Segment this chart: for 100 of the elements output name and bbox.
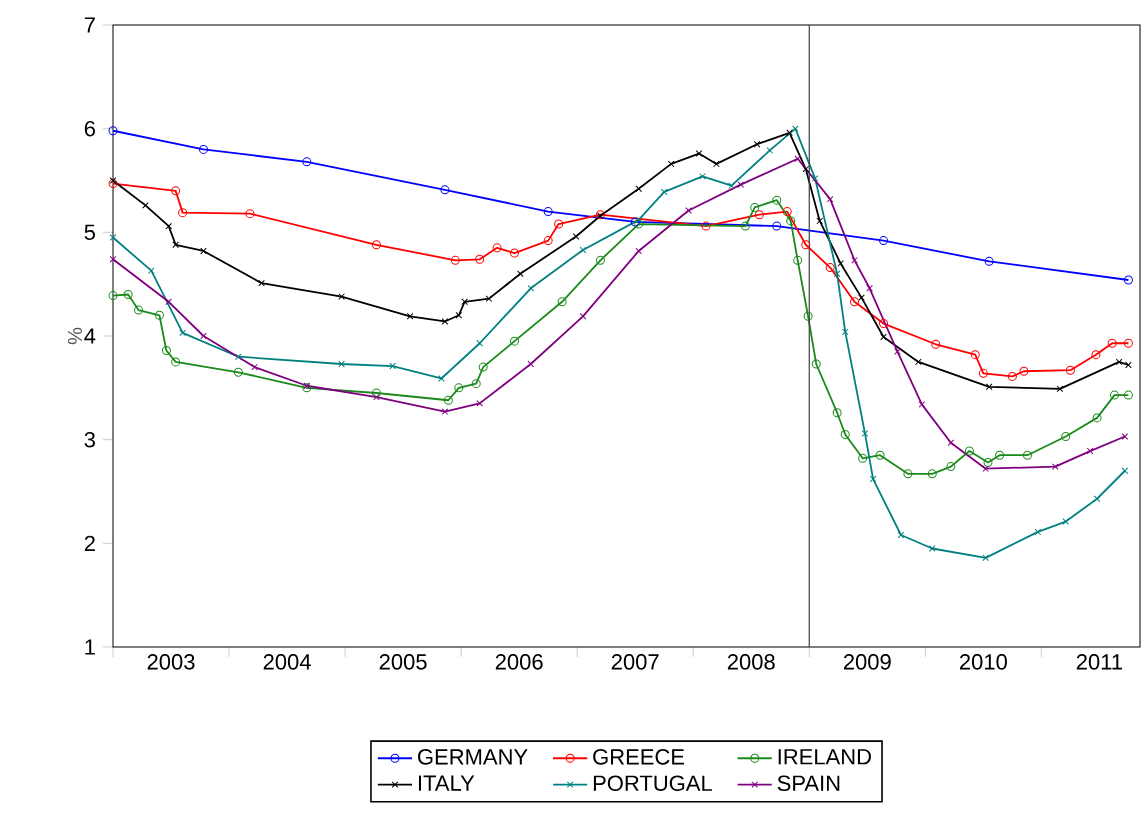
- point: [476, 339, 484, 347]
- point: [869, 475, 877, 483]
- point: [794, 155, 801, 163]
- point: [635, 247, 643, 255]
- point: [440, 185, 450, 195]
- point: [947, 439, 955, 447]
- x-tick-label: 2011: [1076, 654, 1122, 670]
- point: [1121, 467, 1129, 475]
- point: [154, 310, 164, 320]
- point: [200, 247, 207, 255]
- legend-label: GREECE: [593, 749, 685, 765]
- point: [850, 297, 860, 307]
- point: [441, 318, 449, 325]
- point: [1056, 385, 1064, 393]
- point: [123, 290, 133, 300]
- point: [793, 255, 803, 265]
- point: [235, 353, 242, 361]
- point: [931, 339, 941, 349]
- point: [1107, 338, 1117, 348]
- point: [635, 216, 643, 224]
- point: [543, 207, 553, 217]
- point: [903, 469, 913, 479]
- point: [802, 165, 810, 173]
- point: [441, 408, 449, 415]
- point: [630, 217, 640, 227]
- x-tick-label: 2003: [147, 654, 195, 670]
- point: [766, 147, 774, 154]
- point: [454, 383, 464, 393]
- point: [109, 234, 117, 241]
- point: [737, 181, 745, 188]
- point: [837, 260, 844, 267]
- point: [165, 222, 173, 230]
- x-tick-label: 2010: [959, 654, 1007, 670]
- point: [1125, 361, 1132, 369]
- point: [695, 150, 703, 157]
- point: [772, 221, 782, 231]
- point: [1091, 350, 1101, 360]
- point: [373, 393, 380, 401]
- y-tick-label: 3: [84, 431, 95, 448]
- y-tick-label: 4: [84, 328, 96, 344]
- point: [557, 297, 567, 307]
- point: [840, 429, 850, 439]
- point: [701, 221, 711, 231]
- point: [826, 195, 834, 203]
- point: [858, 294, 865, 301]
- point: [927, 469, 937, 479]
- point: [740, 221, 750, 231]
- point: [200, 332, 207, 340]
- point: [455, 311, 463, 319]
- point: [516, 270, 524, 278]
- point: [476, 400, 484, 407]
- point: [995, 450, 1005, 460]
- x-tick-label: 2009: [843, 654, 891, 670]
- point: [1093, 495, 1101, 503]
- y-tick-label: 5: [84, 224, 96, 240]
- point: [982, 465, 989, 473]
- point: [861, 430, 869, 437]
- point: [982, 554, 989, 562]
- point: [371, 388, 381, 398]
- legend-label: SPAIN: [777, 775, 840, 792]
- point: [161, 346, 171, 355]
- point: [510, 248, 520, 258]
- point: [833, 270, 841, 278]
- x-tick-label: 2004: [263, 654, 311, 670]
- point: [134, 305, 144, 315]
- point: [543, 236, 553, 246]
- point: [108, 179, 118, 189]
- point: [879, 319, 889, 329]
- point: [461, 298, 468, 306]
- point: [1123, 338, 1133, 348]
- point: [983, 457, 993, 467]
- legend-label: PORTUGAL: [593, 775, 712, 792]
- point: [825, 263, 835, 273]
- point: [554, 219, 564, 229]
- point: [165, 298, 173, 306]
- point: [866, 284, 873, 292]
- point: [389, 362, 396, 370]
- point: [879, 236, 889, 246]
- point: [492, 243, 502, 253]
- point: [816, 217, 824, 225]
- point: [1062, 518, 1070, 525]
- point: [406, 312, 414, 320]
- point: [811, 175, 819, 182]
- point: [801, 240, 811, 250]
- point: [858, 453, 868, 463]
- legend-label: ITALY: [418, 775, 475, 791]
- point: [811, 359, 821, 369]
- point: [245, 209, 255, 219]
- point: [660, 188, 668, 196]
- point: [832, 408, 842, 418]
- point: [1086, 447, 1094, 455]
- point: [750, 202, 760, 212]
- point: [109, 177, 117, 184]
- point: [985, 383, 993, 391]
- point: [109, 255, 117, 263]
- point: [1065, 365, 1075, 375]
- x-tick-label: 2007: [611, 654, 659, 670]
- point: [1115, 358, 1123, 366]
- point: [782, 207, 792, 217]
- y-tick-label: 6: [84, 120, 95, 137]
